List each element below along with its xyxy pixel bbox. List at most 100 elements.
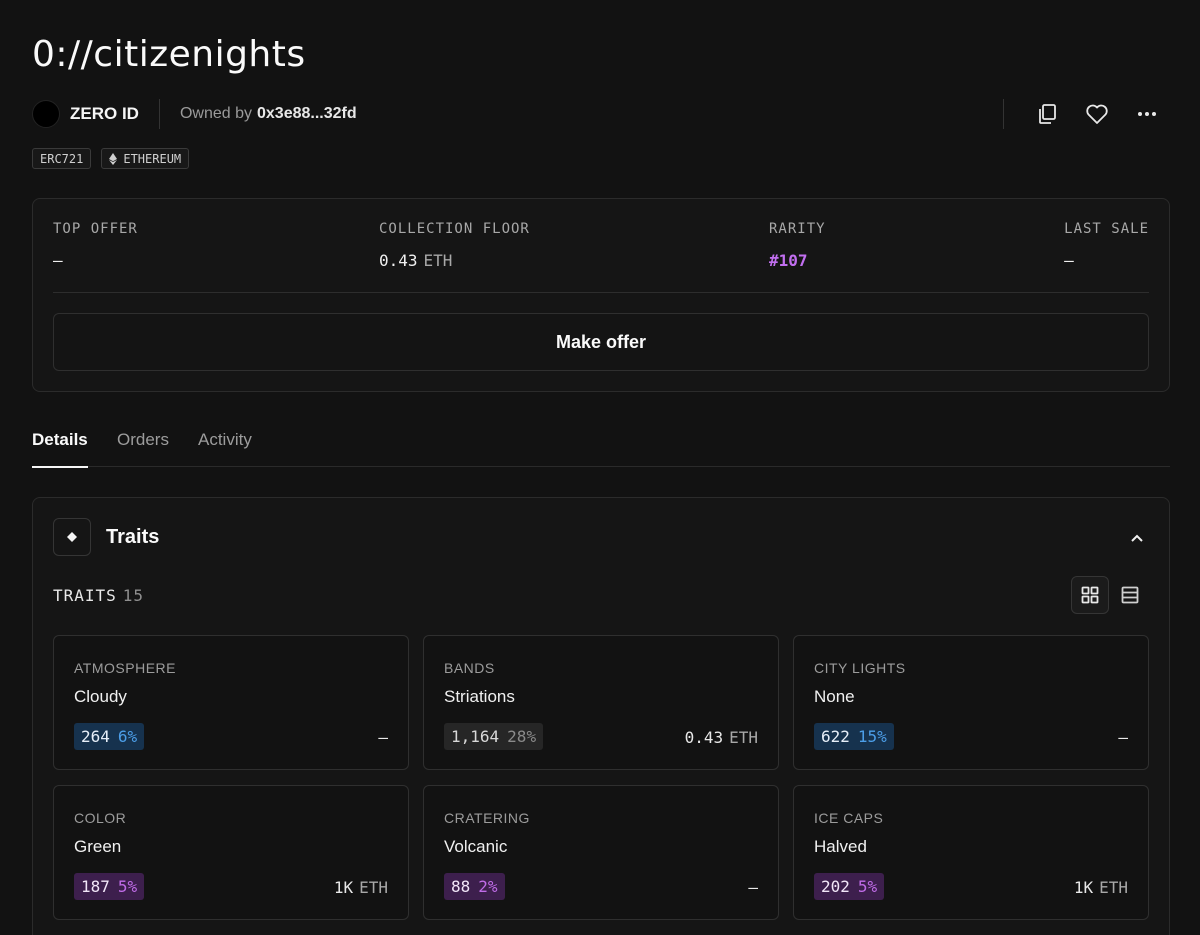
top-offer-stat: TOP OFFER – <box>53 221 138 270</box>
traits-count-label: TRAITS <box>53 586 117 605</box>
rarity-rank[interactable]: #107 <box>769 251 808 270</box>
trait-card[interactable]: CRATERING Volcanic 88 2% – <box>423 785 779 920</box>
trait-price-unit: ETH <box>1099 878 1128 897</box>
stat-label: TOP OFFER <box>53 221 138 237</box>
trait-percent: 6% <box>117 727 138 746</box>
owner-row: ZERO ID Owned by 0x3e88...32fd <box>32 98 1168 130</box>
grid-view-button[interactable] <box>1071 576 1109 614</box>
trait-card[interactable]: BANDS Striations 1,164 28% 0.43 ETH <box>423 635 779 770</box>
grid-icon <box>1081 586 1099 604</box>
traits-panel: Traits TRAITS 15 ATMOSPHERE Cloudy 264 6% … <box>32 497 1170 935</box>
trait-value: Striations <box>444 687 515 706</box>
trait-card[interactable]: ATMOSPHERE Cloudy 264 6% – <box>53 635 409 770</box>
more-dots-icon <box>1138 112 1156 116</box>
trait-value: None <box>814 687 855 706</box>
token-standard-tag: ERC721 <box>32 148 92 169</box>
rarity-stat: RARITY #107 <box>769 221 826 270</box>
trait-rarity-badge: 264 6% <box>74 723 145 750</box>
stat-label: COLLECTION FLOOR <box>379 221 530 237</box>
trait-price-value: 0.43 <box>684 728 724 747</box>
trait-percent: 15% <box>857 727 887 746</box>
stat-label: RARITY <box>769 221 826 237</box>
trait-price-unit: ETH <box>729 728 758 747</box>
more-button[interactable] <box>1126 98 1168 130</box>
floor-value: 0.43 <box>379 251 418 270</box>
divider <box>158 99 160 129</box>
trait-value: Cloudy <box>74 687 127 706</box>
collapse-traits-button[interactable] <box>1125 526 1149 550</box>
floor-unit: ETH <box>423 251 453 270</box>
trait-price-value: – <box>378 728 388 747</box>
divider <box>1003 99 1004 129</box>
trait-percent: 28% <box>507 727 537 746</box>
trait-value: Halved <box>814 837 867 856</box>
trait-card[interactable]: ICE CAPS Halved 202 5% 1K ETH <box>793 785 1149 920</box>
trait-rarity-badge: 1,164 28% <box>444 723 544 750</box>
trait-type: ATMOSPHERE <box>74 660 176 676</box>
tab-details[interactable]: Details <box>32 430 88 468</box>
trait-price-value: 1K <box>1073 878 1094 897</box>
tag-label: ETHEREUM <box>123 151 182 166</box>
action-bar <box>1003 98 1168 130</box>
trait-percent: 5% <box>857 877 878 896</box>
traits-count-value: 15 <box>122 586 145 605</box>
trait-count: 1,164 <box>451 727 500 746</box>
trait-count: 264 <box>81 727 110 746</box>
trait-price-value: 1K <box>333 878 354 897</box>
trait-rarity-badge: 187 5% <box>74 873 145 900</box>
copy-button[interactable] <box>1026 98 1068 130</box>
chain-tag: ETHEREUM <box>101 148 190 169</box>
trait-value: Green <box>74 837 122 856</box>
trait-price-unit: ETH <box>359 878 388 897</box>
creator-name[interactable]: ZERO ID <box>70 104 139 123</box>
trait-type: CRATERING <box>444 810 530 826</box>
trait-percent: 5% <box>117 877 138 896</box>
list-view-button[interactable] <box>1111 576 1149 614</box>
trait-floor-price: – <box>378 728 388 747</box>
favorite-button[interactable] <box>1076 98 1118 130</box>
trait-percent: 2% <box>478 877 498 896</box>
ethereum-icon <box>109 152 118 165</box>
trait-type: CITY LIGHTS <box>814 660 906 676</box>
last-sale-stat: LAST SALE – <box>1064 221 1149 270</box>
stat-value: – <box>53 251 63 270</box>
trait-price-value: – <box>1118 728 1128 747</box>
tab-orders[interactable]: Orders <box>117 430 169 449</box>
stat-value: – <box>1064 251 1074 270</box>
trait-count: 88 <box>451 877 471 896</box>
copy-icon <box>1039 104 1056 124</box>
trait-type: BANDS <box>444 660 495 676</box>
list-icon <box>1121 586 1139 604</box>
page-title: 0://citizenights <box>32 34 306 75</box>
creator-avatar[interactable] <box>32 100 60 128</box>
traits-icon-frame <box>53 518 91 556</box>
trait-rarity-badge: 622 15% <box>814 723 894 750</box>
trait-value: Volcanic <box>444 837 508 856</box>
tag-list: ERC721 ETHEREUM <box>32 148 190 169</box>
trait-floor-price: – <box>748 878 758 897</box>
traits-count: TRAITS 15 <box>53 586 144 605</box>
stat-label: LAST SALE <box>1064 221 1149 237</box>
trait-rarity-badge: 88 2% <box>444 873 505 900</box>
tag-label: ERC721 <box>40 151 84 166</box>
trait-count: 187 <box>81 877 110 896</box>
heart-icon <box>1086 104 1108 124</box>
trait-count: 622 <box>821 727 850 746</box>
owner-address[interactable]: 0x3e88...32fd <box>257 105 357 122</box>
trait-floor-price: 1K ETH <box>334 878 388 897</box>
stat-value: 0.43 ETH <box>379 251 530 270</box>
trait-type: ICE CAPS <box>814 810 884 826</box>
trait-type: COLOR <box>74 810 127 826</box>
trait-rarity-badge: 202 5% <box>814 873 885 900</box>
trait-card[interactable]: CITY LIGHTS None 622 15% – <box>793 635 1149 770</box>
make-offer-button[interactable]: Make offer <box>53 313 1149 371</box>
trait-price-value: – <box>748 878 758 897</box>
traits-title: Traits <box>106 526 160 548</box>
tab-activity[interactable]: Activity <box>198 430 252 449</box>
detail-tabs: Details Orders Activity <box>32 430 1170 468</box>
trait-floor-price: 0.43 ETH <box>685 728 758 747</box>
trait-floor-price: – <box>1118 728 1128 747</box>
trait-floor-price: 1K ETH <box>1074 878 1128 897</box>
trait-count: 202 <box>821 877 850 896</box>
trait-card[interactable]: COLOR Green 187 5% 1K ETH <box>53 785 409 920</box>
